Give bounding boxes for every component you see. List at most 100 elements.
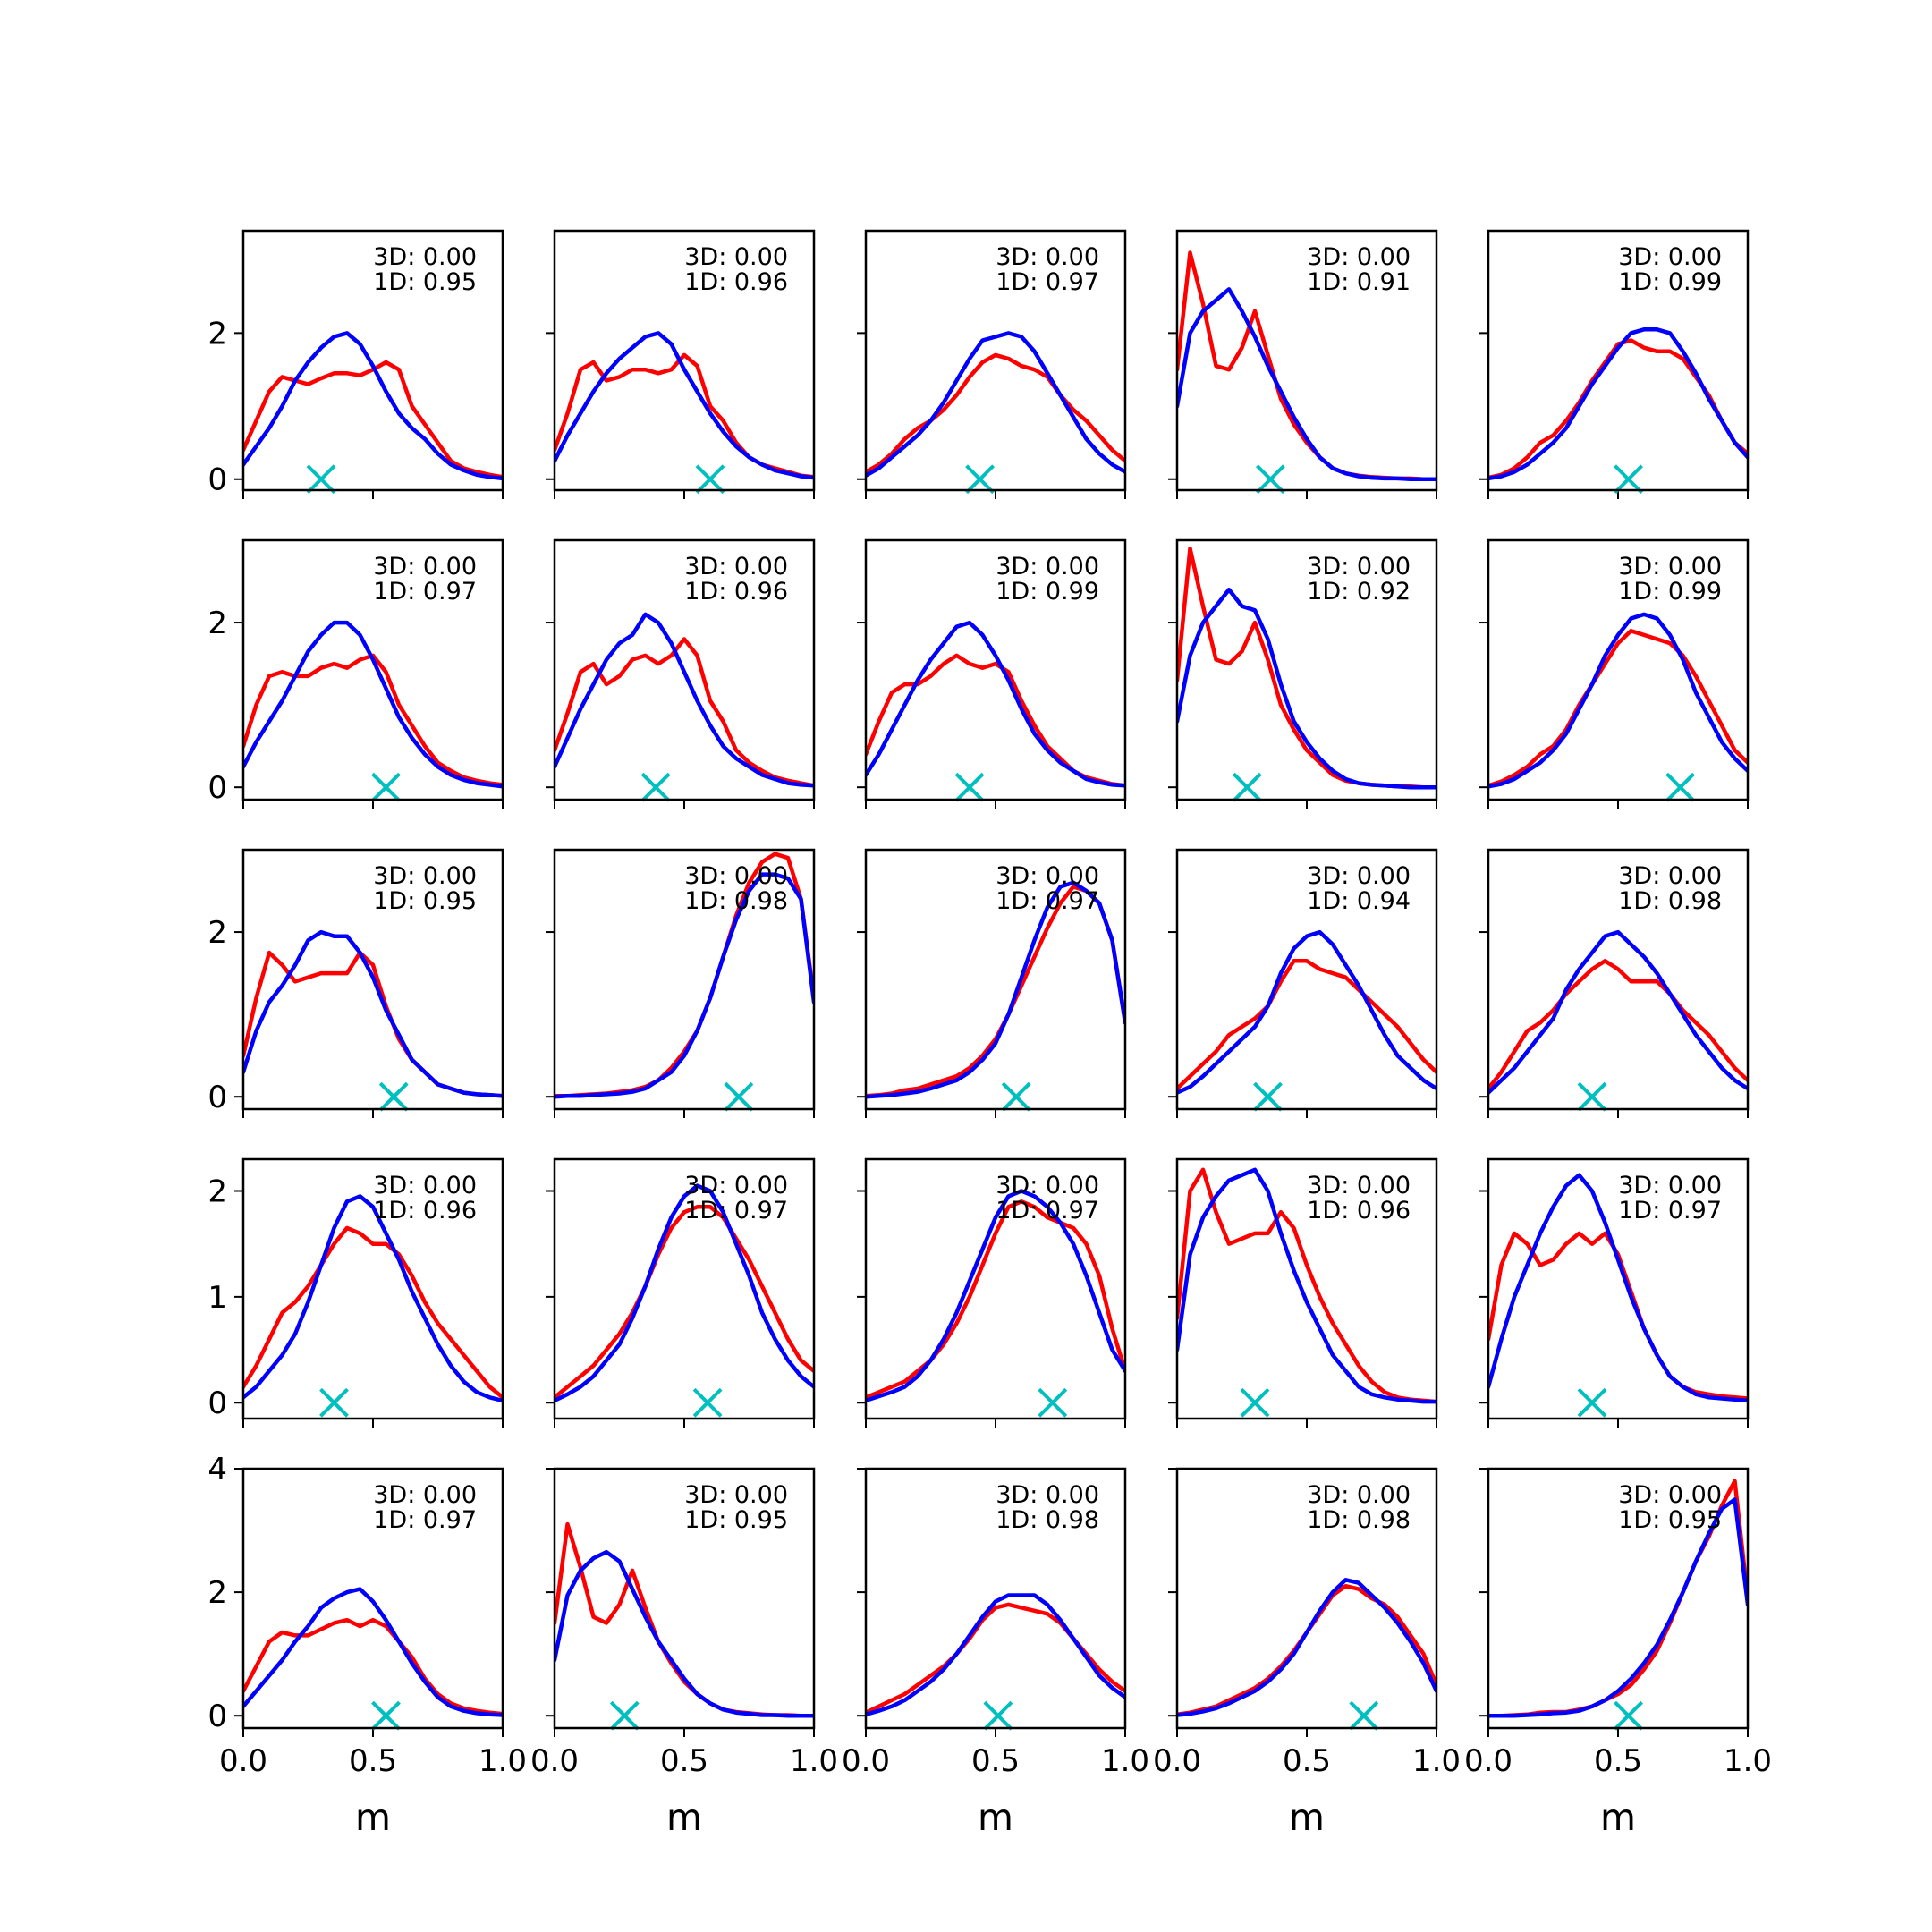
subplot-curves (243, 1194, 503, 1403)
blue-density-line (555, 1183, 814, 1403)
axes-frame (553, 538, 816, 801)
y-tick-label: 0 (208, 1699, 227, 1734)
y-tick-label: 2 (208, 1575, 227, 1611)
blue-density-line (1177, 1578, 1436, 1717)
annotation-1d: 1D: 0.97 (996, 887, 1099, 915)
red-density-line (1177, 959, 1436, 1091)
cross-marker-stroke (1001, 1081, 1031, 1112)
red-density-line (866, 352, 1125, 474)
y-tick-label: 0 (208, 770, 227, 806)
annotation-1d: 1D: 0.98 (684, 887, 788, 915)
x-tick-label: 0.0 (1464, 1743, 1513, 1779)
annotation-3d: 3D: 0.00 (684, 553, 788, 580)
cross-marker-stroke (983, 1700, 1013, 1731)
red-density-line (243, 1225, 503, 1400)
subplot-curves (866, 880, 1125, 1099)
cross-marker-stroke (319, 1387, 349, 1418)
blue-density-line (1177, 287, 1436, 481)
cross-marker-stroke (1255, 464, 1285, 495)
axes-frame (1175, 538, 1438, 801)
subplot-curves (1177, 250, 1436, 481)
annotation-1d: 1D: 0.98 (996, 1506, 1099, 1534)
blue-density-line (1177, 1167, 1436, 1404)
subplot-curves (1488, 929, 1748, 1095)
annotation-1d: 1D: 0.96 (1307, 1197, 1411, 1224)
annotation-3d: 3D: 0.00 (1618, 553, 1722, 580)
axes-frame (1487, 538, 1750, 801)
y-tick-label: 0 (208, 1385, 227, 1421)
blue-density-line (243, 1587, 503, 1717)
cross-marker-stroke (1232, 772, 1262, 802)
annotation-1d: 1D: 0.96 (373, 1197, 477, 1224)
axes-frame (1487, 1467, 1750, 1730)
red-density-line (1488, 629, 1748, 788)
annotation-3d: 3D: 0.00 (684, 243, 788, 271)
annotation-3d: 3D: 0.00 (373, 862, 477, 890)
axes-frame (242, 229, 504, 492)
cross-marker-stroke (371, 772, 401, 802)
blue-density-line (866, 620, 1125, 788)
annotation-1d: 1D: 0.97 (996, 1197, 1099, 1224)
red-density-line (243, 1617, 503, 1716)
axes-frame (864, 538, 1127, 801)
annotation-3d: 3D: 0.00 (996, 553, 1099, 580)
subplot-curves (1177, 546, 1436, 790)
axes-frame (553, 1157, 816, 1420)
cross-marker-stroke (1349, 1700, 1379, 1731)
annotation-1d: 1D: 0.95 (373, 887, 477, 915)
blue-density-line (866, 880, 1125, 1099)
subplot-curves (866, 620, 1125, 788)
subplot-curves (1488, 1479, 1748, 1718)
axes-frame (553, 848, 816, 1111)
subplot-curves (1488, 1173, 1748, 1403)
x-tick-label: 1.0 (479, 1743, 527, 1779)
subplot-curves (1177, 1578, 1436, 1717)
annotation-3d: 3D: 0.00 (684, 1172, 788, 1199)
axes-frame (1175, 1467, 1438, 1730)
blue-density-line (1488, 327, 1748, 481)
y-tick-label: 4 (208, 1452, 227, 1487)
cross-marker-stroke (692, 1387, 723, 1418)
blue-density-line (243, 331, 503, 481)
cross-marker-stroke (1038, 1387, 1068, 1418)
subplot-curves (555, 1183, 814, 1403)
annotation-3d: 3D: 0.00 (996, 243, 1099, 271)
x-tick-label: 1.0 (790, 1743, 838, 1779)
annotation-1d: 1D: 0.97 (373, 578, 477, 606)
annotation-1d: 1D: 0.98 (1618, 887, 1722, 915)
y-tick-label: 2 (208, 1174, 227, 1210)
x-tick-label: 0.5 (1594, 1743, 1642, 1779)
annotation-3d: 3D: 0.00 (373, 553, 477, 580)
annotation-3d: 3D: 0.00 (373, 1172, 477, 1199)
blue-density-line (866, 1593, 1125, 1717)
cross-marker-stroke (1577, 1081, 1607, 1112)
annotation-3d: 3D: 0.00 (996, 862, 1099, 890)
y-tick-label: 0 (208, 462, 227, 498)
red-density-line (555, 637, 814, 788)
annotation-3d: 3D: 0.00 (1618, 862, 1722, 890)
red-density-line (1177, 1167, 1436, 1404)
annotation-3d: 3D: 0.00 (373, 243, 477, 271)
cross-marker-stroke (1614, 464, 1644, 495)
blue-density-line (1177, 587, 1436, 790)
